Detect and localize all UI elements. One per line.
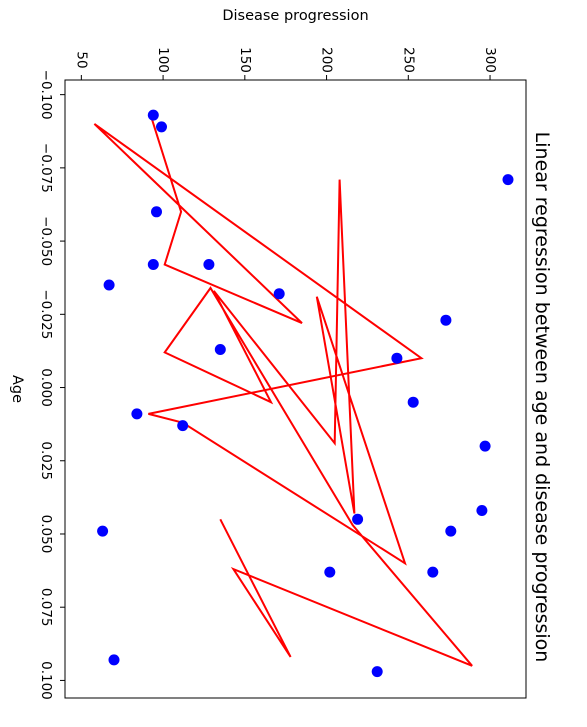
scatter-point — [214, 344, 226, 355]
y-tick-label: 200 — [319, 47, 335, 73]
regression-line — [93, 117, 473, 667]
scatter-point — [445, 525, 457, 537]
x-tick-label: 0.025 — [38, 441, 54, 480]
y-tick-label: 50 — [73, 51, 89, 68]
scatter-point — [427, 566, 439, 578]
scatter-point — [203, 259, 215, 270]
x-tick-label: 0.000 — [38, 368, 54, 407]
y-tick-label: 300 — [482, 47, 498, 73]
x-tick-label: 0.050 — [38, 515, 54, 554]
scatter-points — [97, 109, 514, 678]
scatter-point — [324, 566, 336, 578]
scatter-point — [502, 174, 514, 186]
x-tick-label: 0.075 — [38, 588, 54, 627]
plot-area — [64, 79, 527, 699]
scatter-point — [177, 420, 189, 432]
scatter-point — [440, 314, 452, 326]
scatter-point — [156, 121, 167, 133]
y-tick-label: 250 — [400, 47, 416, 73]
scatter-point — [147, 109, 159, 121]
scatter-point — [147, 259, 159, 270]
x-axis-ticks: −0.100 −0.075 −0.050 −0.025 0.000 0.025 0.050 0… — [38, 70, 65, 700]
scatter-point — [479, 440, 491, 452]
y-tick-label: 150 — [237, 47, 253, 73]
scatter-point — [273, 288, 285, 300]
y-axis-label: Disease progression — [222, 8, 368, 24]
x-tick-label: 0.100 — [38, 661, 54, 700]
x-tick-label: −0.050 — [38, 216, 54, 266]
regression-line-path — [93, 117, 473, 667]
scatter-point — [352, 513, 364, 525]
scatter-point — [407, 396, 419, 408]
scatter-point — [391, 352, 403, 364]
chart-title: Linear regression between age and diseas… — [531, 132, 553, 663]
x-axis-label: Age — [9, 375, 25, 403]
y-axis-ticks: 50 100 150 200 250 300 — [73, 47, 498, 80]
scatter-point — [108, 654, 120, 666]
x-tick-label: −0.075 — [38, 143, 54, 193]
scatter-point — [103, 279, 115, 291]
x-tick-label: −0.100 — [38, 70, 54, 120]
scatter-point — [476, 505, 488, 516]
scatter-point — [97, 525, 109, 537]
y-tick-label: 100 — [155, 47, 171, 73]
scatter-point — [151, 206, 162, 218]
scatter-point — [131, 408, 143, 420]
scatter-point — [371, 666, 383, 678]
x-tick-label: −0.025 — [38, 289, 54, 339]
plot-frame — [64, 79, 527, 699]
